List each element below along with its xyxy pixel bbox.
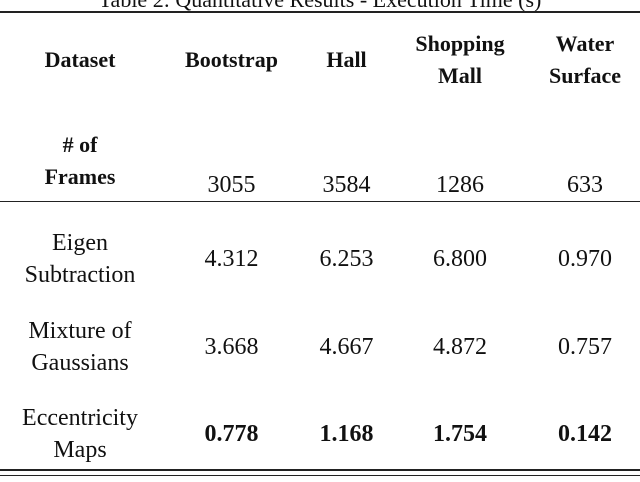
- table-header-row: Dataset Bootstrap Hall Shopping Mall Wat…: [0, 13, 640, 107]
- row-label-frames: # of Frames: [44, 132, 116, 189]
- cell-eigen-water-surface: 0.970: [558, 246, 612, 272]
- row-label-mixture-of-gaussians: Mixture of Gaussians: [28, 318, 132, 376]
- table-row-eigen-subtraction: Eigen Subtraction 4.312 6.253 6.800 0.97…: [0, 215, 640, 303]
- table-caption: Table 2: Quantitative Results - Executio…: [0, 0, 640, 11]
- cell-mog-water-surface: 0.757: [558, 334, 612, 360]
- row-label-eccentricity-maps: Eccentricity Maps: [22, 405, 138, 463]
- cell-ecc-water-surface: 0.142: [558, 421, 612, 447]
- header-bootstrap: Bootstrap: [185, 47, 278, 72]
- cell-frames-shopping-mall: 1286: [436, 172, 484, 198]
- cell-ecc-shopping-mall: 1.754: [433, 421, 487, 447]
- cell-eigen-hall: 6.253: [319, 246, 374, 272]
- bottom-rule-secondary: [0, 475, 640, 476]
- row-label-eigen-subtraction: Eigen Subtraction: [24, 230, 136, 288]
- cell-mog-shopping-mall: 4.872: [433, 334, 487, 360]
- table-row-mixture-of-gaussians: Mixture of Gaussians 3.668 4.667 4.872 0…: [0, 303, 640, 391]
- header-water-surface: Water Surface: [548, 31, 622, 88]
- header-hall: Hall: [326, 47, 367, 72]
- cell-ecc-hall: 1.168: [319, 421, 374, 447]
- cell-mog-bootstrap: 3.668: [204, 334, 259, 360]
- cell-frames-water-surface: 633: [567, 172, 603, 198]
- cell-eigen-shopping-mall: 6.800: [433, 246, 487, 272]
- header-shopping-mall: Shopping Mall: [415, 31, 505, 88]
- middle-rule: [0, 201, 640, 202]
- table-row-eccentricity-maps: Eccentricity Maps 0.778 1.168 1.754 0.14…: [0, 391, 640, 477]
- results-table: Dataset Bootstrap Hall Shopping Mall Wat…: [0, 13, 640, 477]
- top-rule: [0, 11, 640, 13]
- cell-frames-hall: 3584: [322, 172, 371, 198]
- cell-frames-bootstrap: 3055: [207, 172, 256, 198]
- cell-mog-hall: 4.667: [319, 334, 374, 360]
- cell-ecc-bootstrap: 0.778: [204, 421, 259, 447]
- table-row-frames: # of Frames 3055 3584 1286 633: [0, 107, 640, 215]
- bottom-rule: [0, 469, 640, 471]
- cell-eigen-bootstrap: 4.312: [204, 246, 259, 272]
- header-dataset: Dataset: [44, 47, 116, 72]
